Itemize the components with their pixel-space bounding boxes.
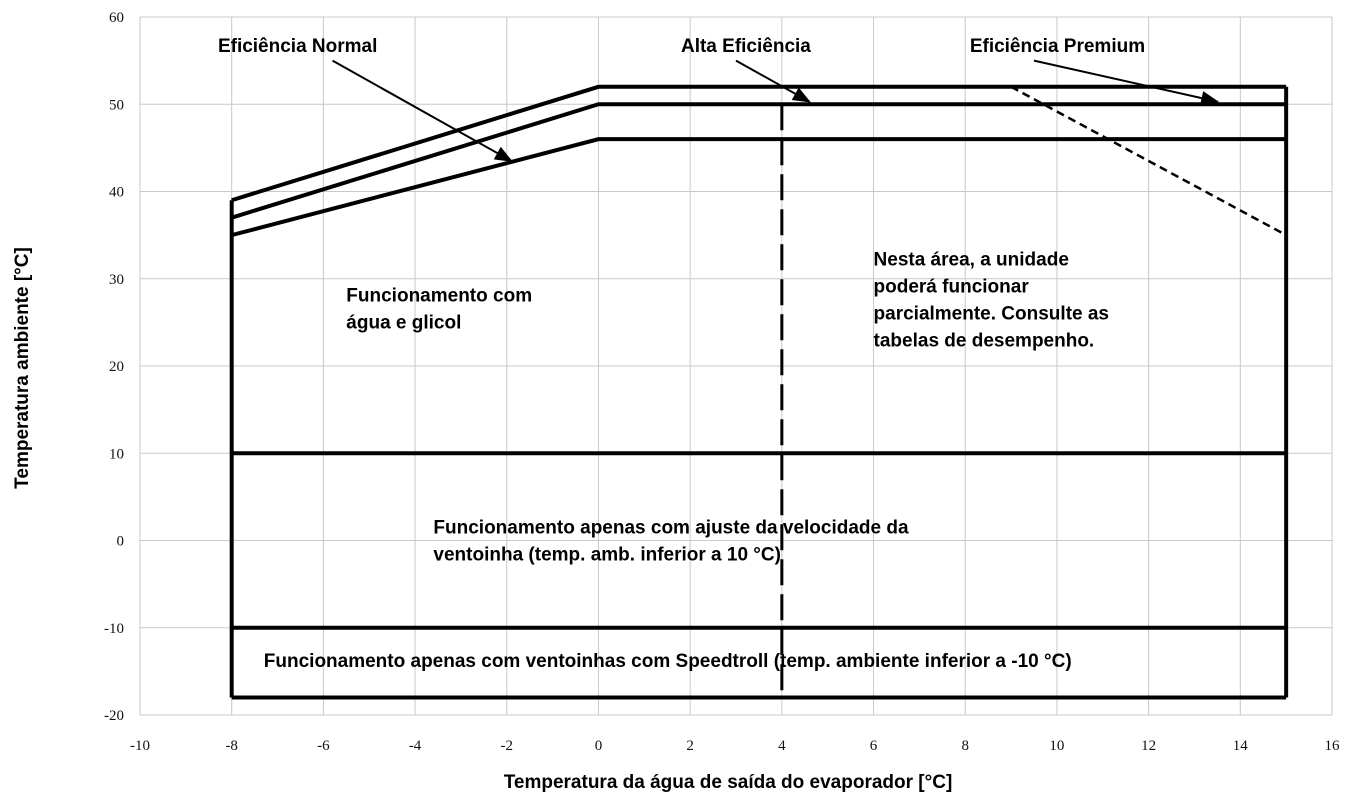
annotation-text: ventoinha (temp. amb. inferior a 10 °C) <box>433 545 781 566</box>
x-tick-label: 10 <box>1049 738 1064 754</box>
annotation-text: parcialmente. Consulte as <box>874 304 1109 325</box>
annotation-parcial: Nesta área, a unidade poderá funcionar par… <box>874 250 1109 352</box>
x-tick-label: -8 <box>225 738 238 754</box>
y-tick-labels: -20 -10 0 10 20 30 40 50 60 <box>104 10 124 724</box>
y-tick-label: 20 <box>109 359 124 375</box>
grid <box>139 16 1333 716</box>
y-tick-label: 0 <box>117 534 125 550</box>
series-line <box>231 137 1287 238</box>
x-tick-label: -6 <box>317 738 330 754</box>
annotation-text: Eficiência Premium <box>970 36 1145 57</box>
annotation-text: Funcionamento apenas com ajuste da veloc… <box>433 518 909 539</box>
x-tick-label: -10 <box>130 738 150 754</box>
annotation-text: Nesta área, a unidade <box>874 250 1069 271</box>
y-tick-label: 40 <box>109 185 124 201</box>
x-tick-label: 0 <box>595 738 603 754</box>
annotation-arrow <box>332 59 513 162</box>
x-tick-label: 12 <box>1141 738 1156 754</box>
y-axis-title: Temperatura ambiente [°C] <box>12 247 33 489</box>
annotation-text: Alta Eficiência <box>681 36 811 57</box>
x-tick-label: -2 <box>501 738 514 754</box>
annotation-premium: Eficiência Premium <box>970 36 1220 106</box>
y-tick-label: -20 <box>104 708 124 724</box>
dashed-diagonal-line <box>1010 85 1287 237</box>
annotation-arrow <box>735 59 811 103</box>
x-tick-label: 4 <box>778 738 786 754</box>
annotation-normal: Eficiência Normal <box>218 36 513 162</box>
y-tick-label: -10 <box>104 621 124 637</box>
annotation-arrow <box>1033 59 1220 106</box>
y-tick-label: 30 <box>109 272 124 288</box>
series-line <box>231 102 1287 220</box>
series-lines <box>231 84 1287 238</box>
annotation-text: Funcionamento apenas com ventoinhas com … <box>264 651 1072 672</box>
x-tick-label: 6 <box>870 738 878 754</box>
annotation-speedtroll: Funcionamento apenas com ventoinhas com … <box>264 651 1072 672</box>
annotation-text: Funcionamento com <box>346 285 532 306</box>
x-tick-labels: -10 -8 -6 -4 -2 0 2 4 6 8 10 12 14 16 <box>130 738 1340 754</box>
x-tick-label: 16 <box>1325 738 1341 754</box>
annotations: Eficiência Normal Alta Eficiência Eficiênc… <box>218 36 1220 672</box>
annotation-text: tabelas de desempenho. <box>874 331 1095 352</box>
envelope <box>229 85 1289 700</box>
series-line <box>231 84 1287 203</box>
y-tick-label: 10 <box>109 446 124 462</box>
y-tick-label: 60 <box>109 10 124 26</box>
x-tick-label: 14 <box>1233 738 1249 754</box>
annotation-ventoinha: Funcionamento apenas com ajuste da veloc… <box>433 518 909 566</box>
annotation-text: poderá funcionar <box>874 277 1030 298</box>
y-tick-label: 50 <box>109 97 124 113</box>
x-tick-label: -4 <box>409 738 422 754</box>
annotation-alta: Alta Eficiência <box>681 36 811 103</box>
x-tick-label: 8 <box>961 738 969 754</box>
x-axis-title: Temperatura da água de saída do evaporad… <box>504 772 953 793</box>
annotation-text: Eficiência Normal <box>218 36 377 57</box>
annotation-glicol: Funcionamento com água e glicol <box>346 285 532 333</box>
x-tick-label: 2 <box>686 738 694 754</box>
annotation-text: água e glicol <box>346 312 461 333</box>
